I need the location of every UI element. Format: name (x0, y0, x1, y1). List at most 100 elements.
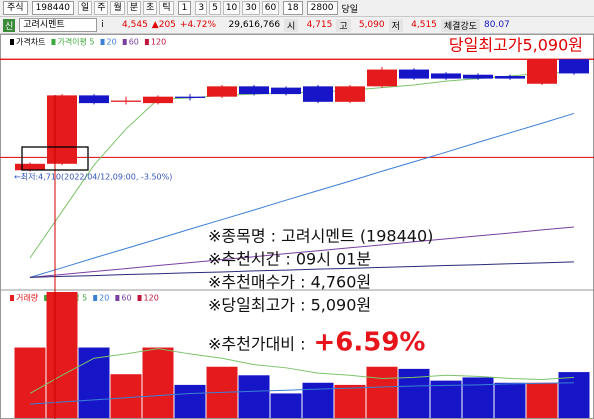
volume-bar (14, 347, 46, 418)
recommendation: ※종목명 : 고려시멘트 (198440) ※추천시간 : 09시 01분 ※추천매… (208, 227, 433, 358)
moving-average (29, 261, 575, 278)
price: 4,545 (122, 20, 148, 30)
legend-swatch (115, 295, 120, 301)
legend-entry: 60 (121, 294, 131, 303)
market-select[interactable]: 주식 (3, 1, 28, 15)
legend-entry: 거래량 (16, 293, 39, 303)
legend-swatch (44, 295, 49, 301)
period-button[interactable]: 일 (77, 1, 93, 15)
legend-entry: 가격차트 (16, 37, 45, 47)
candle-body (463, 74, 493, 79)
low-label: 저 (388, 18, 403, 32)
recommendation-line: ※종목명 : 고려시멘트 (198440) (208, 227, 433, 246)
change-rate: +4.72% (179, 20, 217, 30)
period-button[interactable]: 분 (126, 1, 142, 15)
legend-entry: 가격이평 5 (57, 37, 94, 47)
high-label: 고 (336, 18, 351, 32)
legend-swatch (93, 295, 98, 301)
volume-bar (110, 374, 142, 418)
strength: 80.07 (484, 20, 510, 30)
candle-body (207, 86, 237, 97)
volume-bar (494, 382, 526, 418)
volume-bar (78, 347, 110, 418)
quote-bar: 신 고려시멘트 i 4,545 ▲205 +4.72% 29,616,766 시… (0, 17, 594, 34)
strength-label: 체결강도 (440, 18, 481, 32)
badge: 신 (3, 18, 16, 32)
candle-body (15, 163, 45, 171)
today-checkbox[interactable]: 당일 (341, 4, 359, 15)
volume-bar (142, 347, 174, 418)
change-label: ※추천가대비 : (208, 335, 305, 354)
change: ▲205 (151, 20, 176, 30)
volume-bar (526, 382, 558, 418)
bar-count[interactable]: 2800 (306, 1, 338, 15)
volume-bar (462, 377, 494, 418)
minute-button[interactable]: 3 (195, 1, 208, 15)
legend-entry: 20 (107, 38, 117, 47)
moving-average (29, 382, 575, 405)
open-label: 시 (284, 18, 299, 32)
minute-button[interactable]: 30 (242, 1, 260, 15)
period-button[interactable]: 초 (143, 1, 158, 15)
price-panel: 가격차트 가격이평 5 20 60 120 (0, 37, 594, 278)
period-count[interactable]: 1 (177, 1, 192, 15)
legend-swatch (122, 39, 127, 45)
volume-bar (558, 372, 590, 418)
recommendation-line: ※추천매수가 : 4,760원 (208, 273, 371, 292)
moving-average (29, 348, 575, 394)
code-input[interactable]: 198440 (31, 1, 74, 15)
low-annotation: ←최저:4,710(2022/04/12,09:00, -3.50%) (14, 172, 172, 182)
candle-body (47, 95, 77, 164)
moving-average (29, 226, 575, 278)
minute-button[interactable]: 60 (261, 1, 280, 15)
chart-count[interactable]: 18 (283, 1, 303, 15)
candle-body (367, 69, 397, 87)
recommendation-line: ※당일최고가 : 5,090원 (208, 296, 371, 315)
period-button[interactable]: 틱 (159, 1, 174, 15)
candle-body (79, 95, 109, 104)
candle-body (495, 76, 525, 79)
period-button[interactable]: 주 (94, 1, 109, 15)
candle-body (143, 96, 173, 104)
candle-body (335, 86, 365, 102)
volume-bar (174, 384, 206, 418)
stock-name: 고려시멘트 (19, 18, 98, 32)
legend-entry: 120 (151, 38, 166, 47)
highlight-box (21, 146, 89, 171)
volume-bar (334, 384, 366, 418)
volume-bar (366, 366, 398, 418)
minute-button[interactable]: 5 (209, 1, 221, 15)
legend-swatch (144, 39, 149, 45)
volume-bar (430, 380, 462, 418)
volume: 29,616,766 (228, 20, 281, 30)
legend-entry: 120 (144, 294, 159, 303)
legend-entry: 20 (99, 294, 109, 303)
minute-button[interactable]: 10 (222, 1, 241, 15)
candle-body (431, 73, 461, 79)
candle-body (111, 100, 141, 102)
legend-swatch (137, 295, 142, 301)
candle-body (175, 96, 205, 98)
candle-body (399, 69, 429, 79)
moving-average (29, 112, 575, 278)
volume-bar (302, 382, 334, 418)
low: 4,515 (411, 20, 437, 30)
volume-bar (46, 292, 78, 418)
candle-body (271, 87, 301, 95)
candle-body (239, 86, 269, 95)
recommendation-line: ※추천시간 : 09시 01분 (208, 250, 371, 269)
volume-bar (238, 375, 270, 418)
change-value: +6.59% (313, 328, 425, 358)
candle-body (527, 59, 557, 84)
legend-entry: 60 (129, 38, 139, 47)
high: 5,090 (358, 20, 385, 30)
period-button[interactable]: 월 (110, 1, 125, 15)
high-label: 당일최고가5,090원 (449, 36, 583, 55)
info-button[interactable]: i (101, 20, 104, 30)
open: 4,715 (306, 20, 333, 30)
